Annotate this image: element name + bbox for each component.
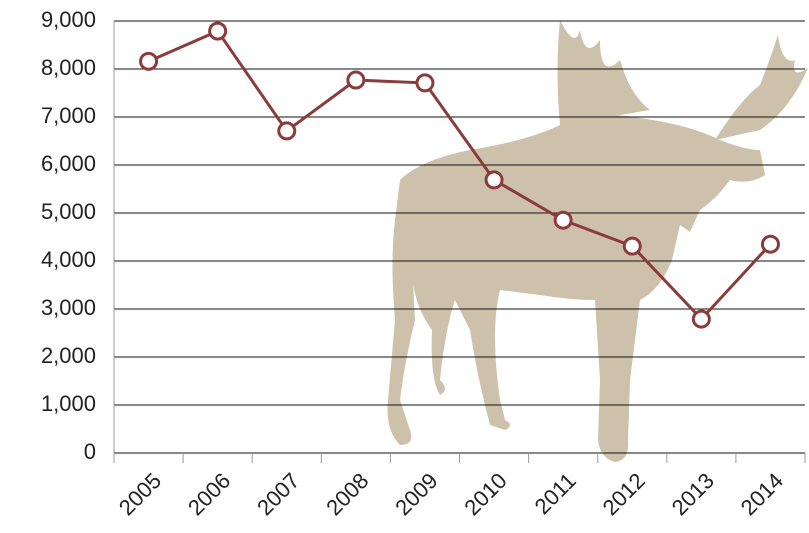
point-marker [484,170,504,190]
y-tick-label: 2,000 [41,343,96,368]
y-tick-label: 5,000 [41,199,96,224]
point-marker [139,51,159,71]
y-tick-label: 7,000 [41,103,96,128]
point-marker [415,73,435,93]
x-tick-label: 2011 [530,468,581,519]
x-tick-label: 2013 [667,468,719,520]
point-marker [277,121,297,141]
point-marker [553,210,573,230]
point-marker [760,234,780,254]
x-tick-label: 2014 [736,468,788,520]
x-tick-label: 2006 [183,468,235,520]
series-line [147,29,772,322]
point-marker [208,21,228,41]
point-marker [346,70,366,90]
point-marker [622,236,642,256]
x-tick-label: 2009 [390,468,442,520]
x-tick-label: 2008 [321,468,373,520]
moose-silhouette [387,20,808,462]
y-tick-label: 6,000 [41,151,96,176]
point-marker [691,309,711,329]
y-tick-label: 8,000 [41,55,96,80]
x-tick-label: 2012 [598,468,650,520]
y-tick-label: 0 [84,439,96,464]
x-tick-label: 2010 [459,468,511,520]
x-tick-label: 2007 [252,468,304,520]
x-tick-label: 2005 [114,468,166,520]
y-tick-label: 4,000 [41,247,96,272]
y-tick-label: 1,000 [41,391,96,416]
y-tick-label: 9,000 [41,7,96,32]
y-tick-label: 3,000 [41,295,96,320]
